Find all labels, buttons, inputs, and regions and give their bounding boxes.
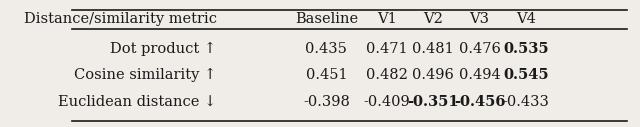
Text: -0.409: -0.409 [364, 95, 410, 109]
Text: V4: V4 [516, 12, 536, 26]
Text: Distance/similarity metric: Distance/similarity metric [24, 12, 216, 26]
Text: V2: V2 [424, 12, 444, 26]
Text: 0.535: 0.535 [503, 42, 548, 56]
Text: 0.496: 0.496 [412, 68, 454, 82]
Text: 0.451: 0.451 [306, 68, 348, 82]
Text: 0.494: 0.494 [459, 68, 500, 82]
Text: V3: V3 [470, 12, 490, 26]
Text: Cosine similarity ↑: Cosine similarity ↑ [74, 68, 216, 82]
Text: -0.433: -0.433 [502, 95, 549, 109]
Text: Baseline: Baseline [295, 12, 358, 26]
Text: Euclidean distance ↓: Euclidean distance ↓ [58, 95, 216, 109]
Text: Dot product ↑: Dot product ↑ [111, 42, 216, 56]
Text: 0.545: 0.545 [503, 68, 548, 82]
Text: 0.435: 0.435 [305, 42, 348, 56]
Text: 0.471: 0.471 [366, 42, 408, 56]
Text: -0.456: -0.456 [454, 95, 506, 109]
Text: 0.476: 0.476 [459, 42, 500, 56]
Text: -0.398: -0.398 [303, 95, 350, 109]
Text: 0.481: 0.481 [413, 42, 454, 56]
Text: V1: V1 [377, 12, 397, 26]
Text: 0.482: 0.482 [366, 68, 408, 82]
Text: -0.351: -0.351 [408, 95, 459, 109]
